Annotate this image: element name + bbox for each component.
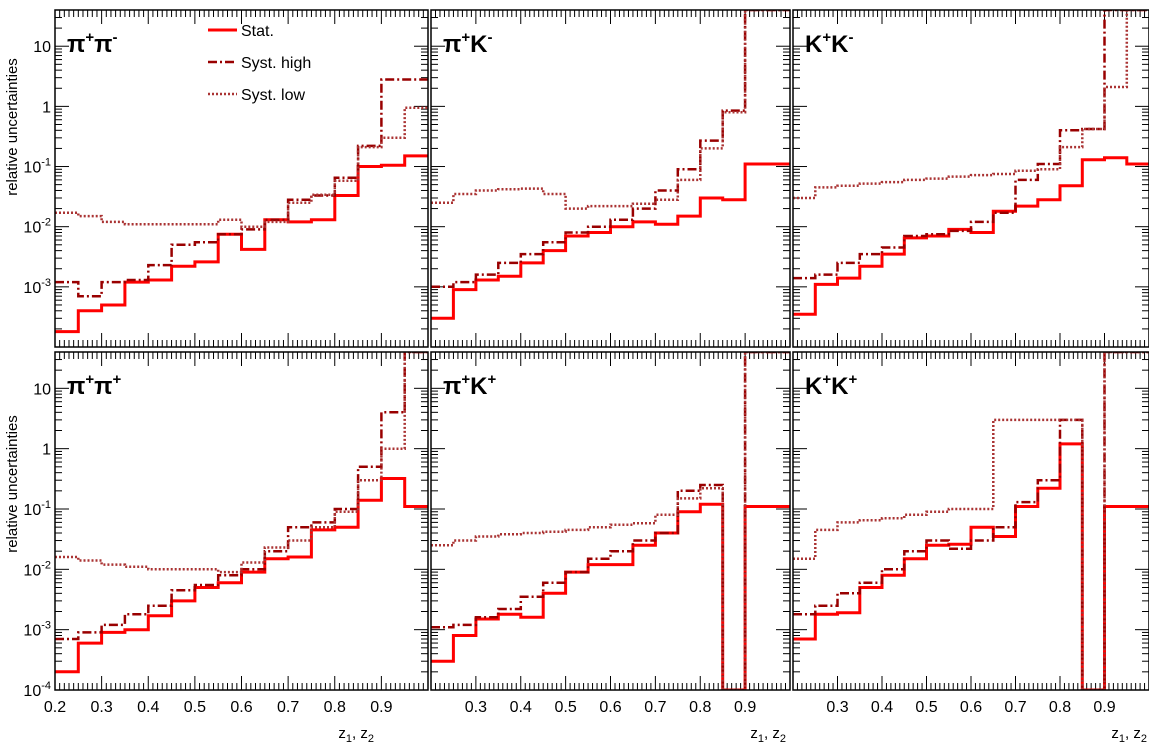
x-tick-label: 0.6 — [960, 699, 982, 716]
series-stat-panel-5 — [431, 502, 790, 690]
series-syst-low-panel-1 — [55, 106, 428, 228]
x-tick-label: 0.5 — [184, 699, 206, 716]
panel-4: π+π+ 10-4 10-3 10-2 10-1 1 10 0.2 0.3 0.4 0.5 0.6 0.… — [23, 351, 429, 716]
series-syst-low-panel-2 — [431, 10, 790, 210]
panel-frame-5 — [430, 351, 791, 691]
y-tick-label: 10-1 — [23, 499, 51, 519]
legend-label-syst-low: Syst. low — [241, 87, 305, 104]
panel-label-1: π+π- — [67, 29, 118, 58]
x-axis-title-right: z1, z2 — [1111, 725, 1147, 742]
panel-frame-3 — [792, 9, 1149, 348]
x-tick-label: 0.4 — [871, 699, 893, 716]
series-syst-low-panel-3 — [793, 10, 1149, 200]
panel-frame-6 — [792, 351, 1149, 691]
series-syst-low-panel-4 — [55, 352, 428, 574]
y-tick-label: 10 — [33, 381, 51, 398]
x-tick-label: 0.7 — [1004, 699, 1026, 716]
legend-label-stat: Stat. — [241, 23, 274, 40]
panel-frame-1 — [54, 9, 429, 348]
y-axis-title-top: relative uncertainties — [4, 58, 21, 196]
series-stat-panel-2 — [431, 162, 790, 320]
series-stat-panel-1 — [55, 154, 428, 334]
x-axis-title-left: z1, z2 — [338, 725, 374, 742]
x-tick-label: 0.3 — [826, 699, 848, 716]
y-tick-label: 1 — [42, 442, 51, 459]
ticks-panel-5 — [430, 351, 791, 691]
x-axis-title-middle: z1, z2 — [750, 725, 786, 742]
y-tick-label: 1 — [42, 99, 51, 116]
panel-5: π+K+ 0.3 0.4 0.5 0.6 0.7 0.8 0.9 — [430, 351, 791, 716]
panel-label-3: K+K- — [805, 29, 853, 58]
series-stat-panel-3 — [793, 156, 1149, 316]
panel-label-5: π+K+ — [443, 371, 496, 400]
ticks-panel-2 — [430, 9, 791, 348]
panel-1: π+π- 10-3 10-2 10-1 1 10 — [23, 9, 429, 348]
x-tick-label: 0.9 — [734, 699, 756, 716]
y-tick-label: 10-2 — [23, 217, 51, 237]
y-tick-label: 10-3 — [23, 277, 51, 297]
x-tick-label: 0.6 — [230, 699, 252, 716]
panel-label-6: K+K+ — [805, 371, 857, 400]
x-tick-label: 0.7 — [277, 699, 299, 716]
x-tick-label: 0.9 — [1093, 699, 1115, 716]
series-syst-low-panel-5 — [431, 352, 790, 690]
y-tick-label: 10 — [33, 39, 51, 56]
series-syst-low-panel-6 — [793, 352, 1149, 690]
series-stat-panel-6 — [793, 442, 1149, 690]
x-tick-label: 0.8 — [324, 699, 346, 716]
x-tick-label: 0.3 — [465, 699, 487, 716]
series-syst-high-panel-1 — [55, 78, 428, 298]
ticks-panel-1 — [54, 9, 429, 348]
svg-text:z1, z2: z1, z2 — [750, 725, 786, 742]
x-tick-label: 0.8 — [1049, 699, 1071, 716]
series-syst-high-panel-6 — [793, 352, 1149, 690]
x-tick-label: 0.8 — [689, 699, 711, 716]
panel-6: K+K+ 0.3 0.4 0.5 0.6 0.7 0.8 0.9 — [792, 351, 1149, 716]
x-tick-label: 0.2 — [44, 699, 66, 716]
panel-frame-2 — [430, 9, 791, 348]
panel-3: K+K- — [792, 9, 1149, 348]
ticks-panel-6 — [792, 351, 1149, 691]
svg-text:z1, z2: z1, z2 — [1111, 725, 1147, 742]
y-axis-title-bottom: relative uncertainties — [4, 415, 21, 553]
y-tick-label: 10-1 — [23, 157, 51, 177]
x-tick-label: 0.4 — [137, 699, 159, 716]
y-tick-label: 10-4 — [23, 680, 51, 700]
legend: Stat. Syst. high Syst. low — [208, 23, 311, 104]
series-syst-high-panel-4 — [55, 352, 428, 641]
y-tick-label: 10-3 — [23, 620, 51, 640]
series-syst-high-panel-5 — [431, 352, 790, 690]
x-tick-label: 0.7 — [644, 699, 666, 716]
panel-2: π+K- — [430, 9, 791, 348]
x-tick-label: 0.6 — [599, 699, 621, 716]
legend-label-syst-high: Syst. high — [241, 55, 311, 72]
panel-label-4: π+π+ — [67, 371, 122, 400]
panel-frame-4 — [54, 351, 429, 691]
panel-label-2: π+K- — [443, 29, 492, 58]
svg-text:z1, z2: z1, z2 — [338, 725, 374, 742]
x-tick-label: 0.9 — [370, 699, 392, 716]
ticks-panel-3 — [792, 9, 1149, 348]
x-tick-label: 0.4 — [510, 699, 532, 716]
ticks-panel-4 — [54, 351, 429, 691]
x-tick-label: 0.5 — [915, 699, 937, 716]
x-tick-label: 0.3 — [91, 699, 113, 716]
x-tick-label: 0.5 — [555, 699, 577, 716]
y-tick-label: 10-2 — [23, 559, 51, 579]
